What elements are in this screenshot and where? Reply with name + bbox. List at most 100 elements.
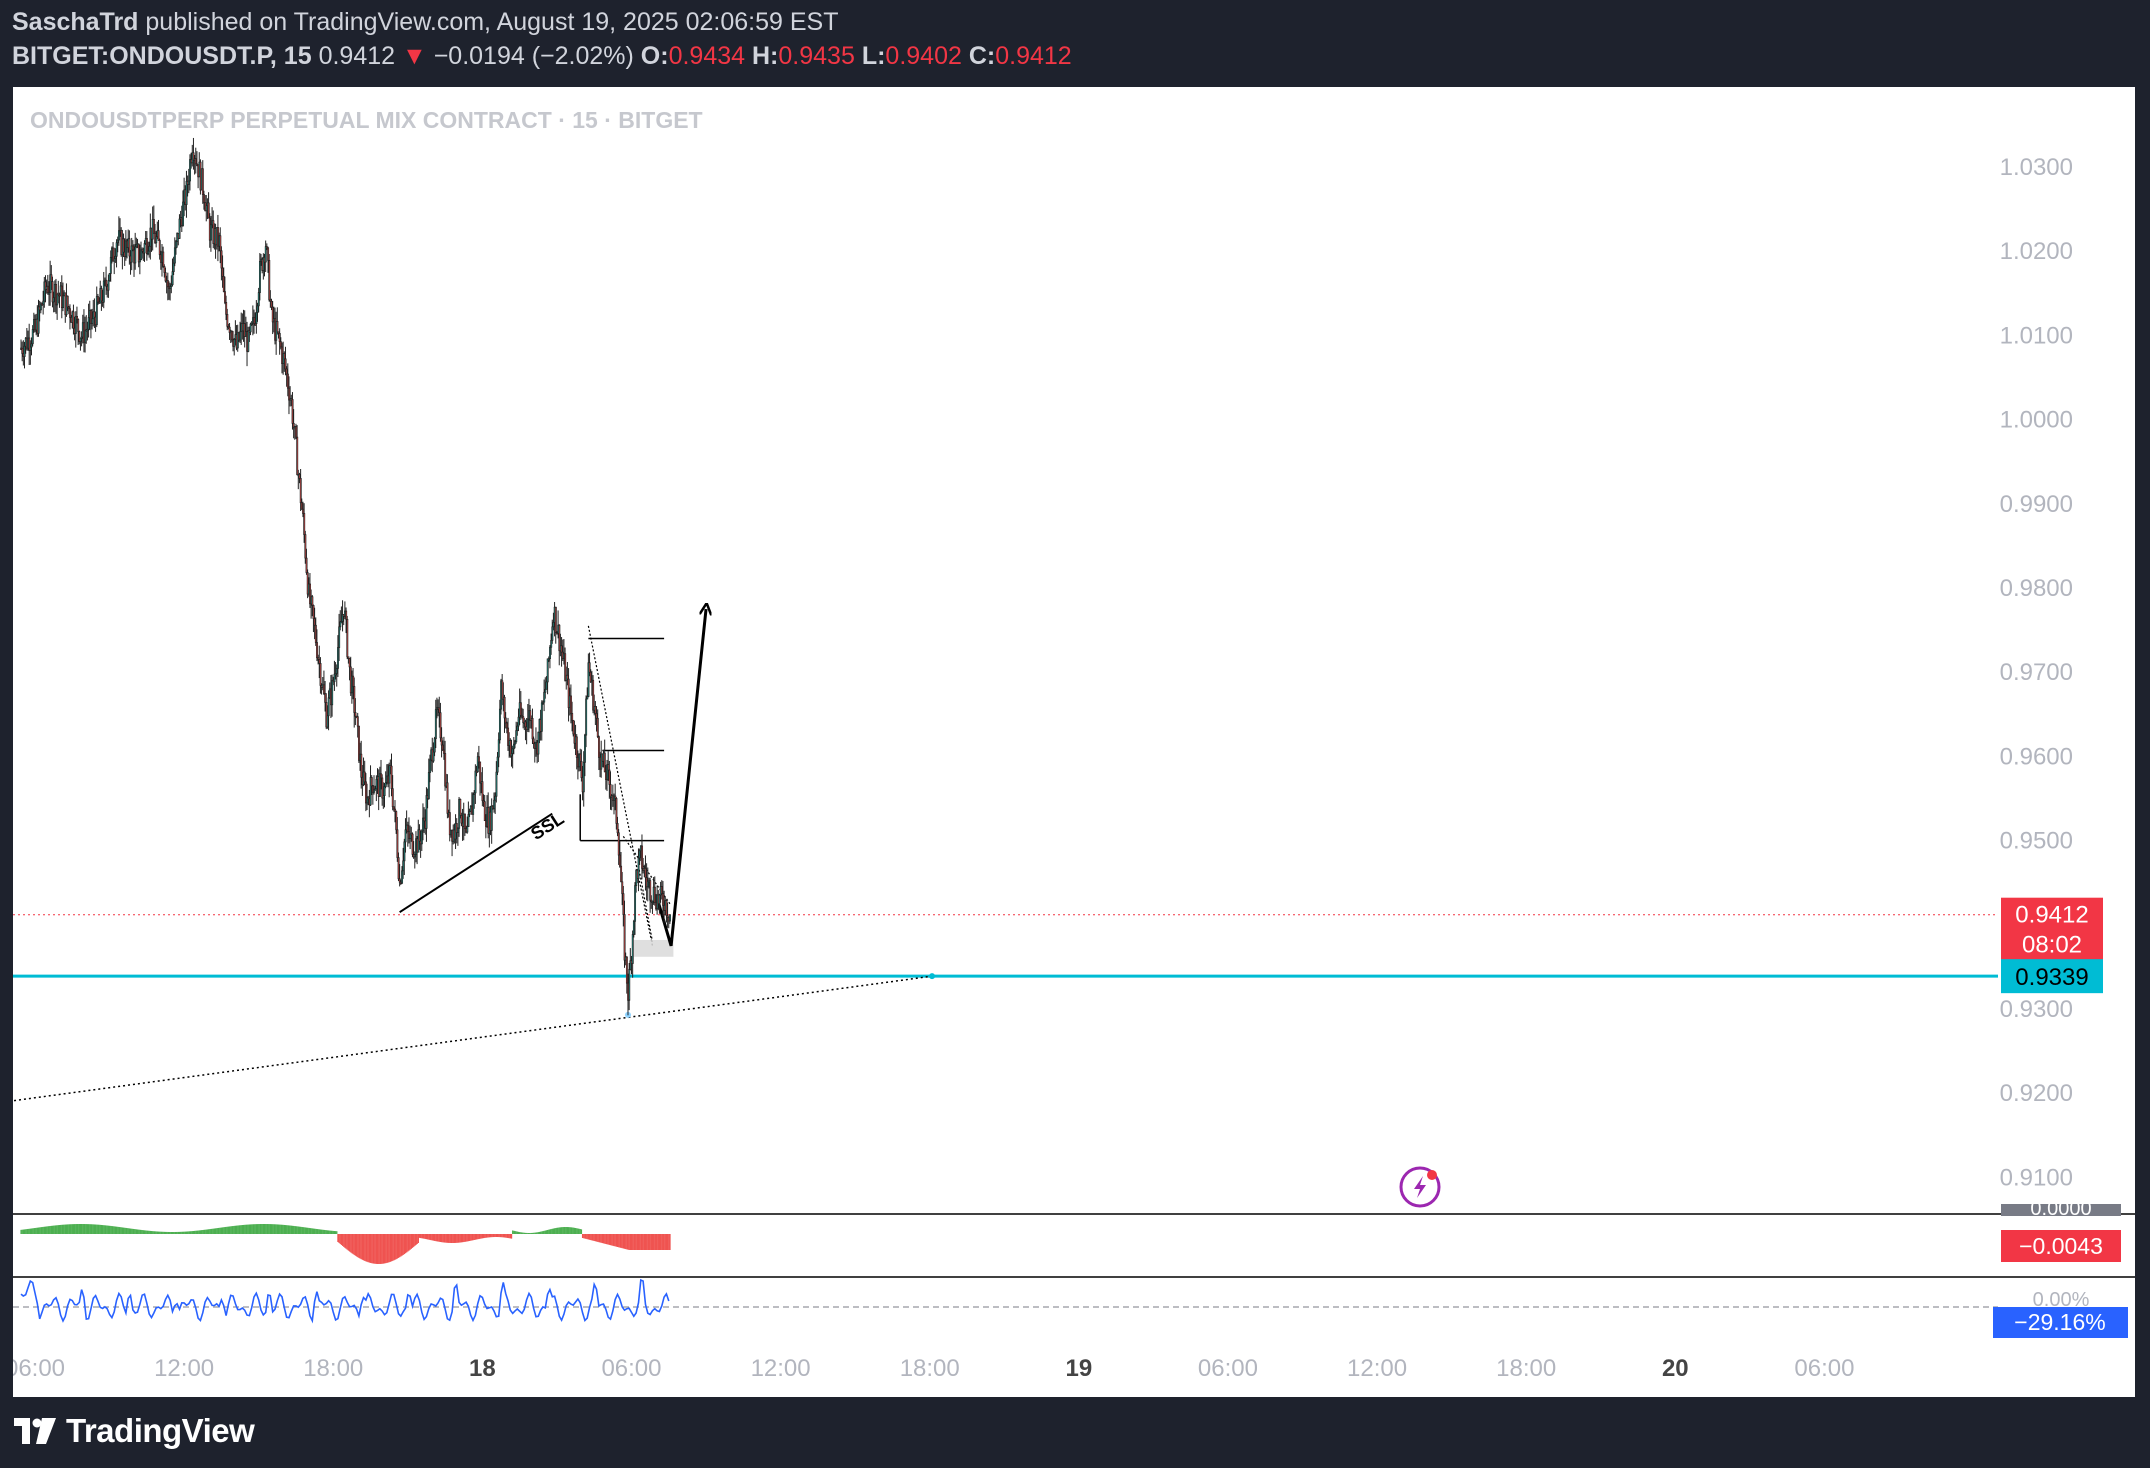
candle-body bbox=[76, 315, 78, 320]
macd-bar bbox=[436, 1234, 438, 1242]
macd-bar bbox=[650, 1234, 652, 1250]
macd-bar bbox=[32, 1228, 34, 1234]
candle-body bbox=[21, 347, 24, 354]
macd-bar bbox=[162, 1231, 164, 1234]
macd-bar bbox=[480, 1234, 482, 1239]
candle-body bbox=[472, 794, 475, 815]
candle-body bbox=[373, 789, 376, 793]
macd-bar bbox=[637, 1234, 640, 1250]
macd-bar bbox=[517, 1231, 520, 1234]
macd-bar bbox=[318, 1229, 320, 1234]
candle-body bbox=[50, 274, 53, 282]
candle-body bbox=[224, 291, 226, 303]
macd-bar bbox=[613, 1234, 615, 1247]
candle-body bbox=[433, 738, 436, 753]
macd-bar bbox=[169, 1231, 171, 1234]
candle-body bbox=[498, 708, 501, 741]
macd-bar bbox=[664, 1234, 666, 1250]
macd-bar bbox=[43, 1226, 46, 1234]
candle-body bbox=[276, 321, 279, 333]
candle-body bbox=[375, 779, 378, 790]
macd-bar bbox=[49, 1226, 51, 1234]
drawings[interactable]: SSL bbox=[13, 609, 1998, 1103]
lightning-alert-icon[interactable] bbox=[1399, 1166, 1441, 1208]
macd-bar bbox=[572, 1227, 574, 1234]
current-price-label: 0.9412 bbox=[2015, 902, 2088, 929]
candle-body bbox=[653, 886, 656, 903]
chart-title: ONDOUSDTPERP PERPETUAL MIX CONTRACT · 15… bbox=[30, 107, 703, 133]
candle-body bbox=[205, 205, 208, 212]
macd-bar bbox=[425, 1234, 428, 1240]
candle-body bbox=[531, 718, 534, 740]
macd-bar bbox=[475, 1234, 478, 1240]
published-text: published on TradingView.com, August 19,… bbox=[145, 8, 839, 36]
candle-body bbox=[403, 841, 406, 862]
macd-bar bbox=[63, 1224, 65, 1234]
macd-value: −0.0043 bbox=[2019, 1233, 2103, 1259]
candle-body bbox=[69, 308, 72, 318]
macd-bar bbox=[403, 1234, 406, 1255]
candle-body bbox=[621, 881, 624, 895]
macd-bar bbox=[367, 1234, 369, 1263]
candle-body bbox=[510, 753, 513, 757]
candle-body bbox=[338, 626, 341, 648]
candle-body bbox=[551, 626, 554, 641]
macd-bar bbox=[22, 1229, 25, 1234]
candle-body bbox=[270, 300, 273, 308]
macd-bar bbox=[591, 1234, 593, 1241]
macd-bar bbox=[344, 1234, 346, 1248]
macd-bar bbox=[564, 1227, 566, 1234]
candle-body bbox=[46, 285, 49, 294]
macd-bar bbox=[505, 1234, 507, 1238]
candle-body bbox=[201, 168, 204, 195]
candle-body bbox=[78, 331, 81, 342]
macd-bar bbox=[180, 1231, 182, 1234]
symbol-label: BITGET:ONDOUSDT.P, 15 bbox=[12, 42, 312, 70]
macd-bar bbox=[171, 1231, 174, 1234]
macd-bar bbox=[339, 1234, 341, 1244]
candle-body bbox=[255, 312, 258, 324]
macd-bar bbox=[343, 1234, 345, 1247]
macd-bar bbox=[247, 1224, 249, 1234]
candle-body bbox=[62, 295, 65, 309]
candle-body bbox=[210, 224, 212, 241]
macd-bar bbox=[259, 1224, 261, 1234]
macd-bar bbox=[168, 1231, 170, 1234]
macd-bar bbox=[544, 1230, 546, 1234]
macd-bar bbox=[354, 1234, 357, 1256]
macd-bar bbox=[351, 1234, 353, 1254]
macd-bar bbox=[317, 1229, 319, 1234]
macd-bar bbox=[51, 1225, 54, 1234]
macd-bar bbox=[248, 1224, 251, 1234]
macd-bar bbox=[577, 1228, 579, 1234]
candle-body bbox=[326, 715, 329, 728]
chart-panel[interactable]: ONDOUSDTPERP PERPETUAL MIX CONTRACT · 15… bbox=[13, 87, 2135, 1397]
x-tick-label: 06:00 bbox=[1794, 1355, 1854, 1382]
macd-bar bbox=[410, 1234, 412, 1249]
candle-body bbox=[304, 534, 307, 559]
macd-bar bbox=[515, 1231, 517, 1234]
macd-bar bbox=[481, 1234, 484, 1239]
macd-bar bbox=[176, 1231, 178, 1234]
macd-bar bbox=[74, 1224, 76, 1234]
macd-bar bbox=[406, 1234, 408, 1253]
candle-body bbox=[595, 713, 598, 719]
author-name[interactable]: SaschaTrd bbox=[12, 8, 139, 36]
macd-bar bbox=[89, 1224, 91, 1234]
macd-bar bbox=[611, 1234, 613, 1246]
tradingview-logo[interactable]: TradingView bbox=[14, 1412, 255, 1450]
macd-bar bbox=[534, 1232, 536, 1234]
macd-bar bbox=[301, 1226, 303, 1234]
price-chart[interactable]: ONDOUSDTPERP PERPETUAL MIX CONTRACT · 15… bbox=[13, 87, 2135, 1397]
candle-body bbox=[493, 799, 496, 810]
macd-bar bbox=[214, 1228, 217, 1234]
macd-bar bbox=[642, 1234, 644, 1250]
candle-body bbox=[588, 662, 591, 673]
candle-body bbox=[584, 734, 586, 763]
candle-body bbox=[134, 246, 137, 264]
candle-body bbox=[267, 247, 270, 261]
macd-bar bbox=[290, 1225, 292, 1234]
macd-bar bbox=[217, 1228, 219, 1234]
candle-body bbox=[609, 784, 612, 798]
macd-bar bbox=[599, 1234, 601, 1243]
